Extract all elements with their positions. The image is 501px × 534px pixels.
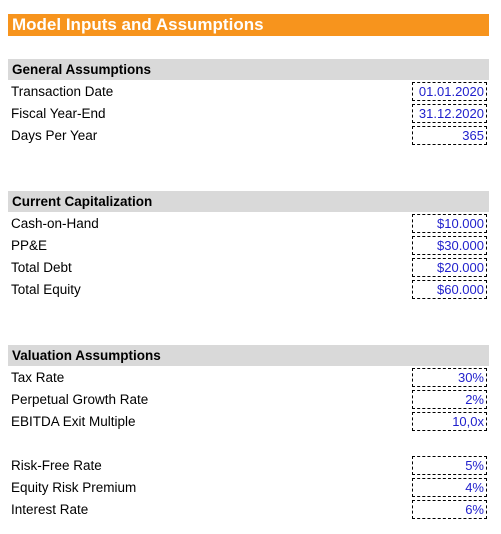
input-equity-risk-premium[interactable]: 4% <box>412 478 487 497</box>
label-cash-on-hand: Cash-on-Hand <box>11 216 99 231</box>
section-header-general-assumptions: General Assumptions <box>8 59 489 80</box>
label-perpetual-growth-rate: Perpetual Growth Rate <box>11 392 149 407</box>
input-risk-free-rate[interactable]: 5% <box>412 456 487 475</box>
section-header-valuation-assumptions: Valuation Assumptions <box>8 345 489 366</box>
input-interest-rate[interactable]: 6% <box>412 500 487 519</box>
input-total-debt[interactable]: $20.000 <box>412 258 487 277</box>
page-title: Model Inputs and Assumptions <box>8 14 489 36</box>
input-ppe[interactable]: $30.000 <box>412 236 487 255</box>
input-cash-on-hand[interactable]: $10.000 <box>412 214 487 233</box>
input-fiscal-year-end[interactable]: 31.12.2020 <box>412 104 487 123</box>
input-total-equity[interactable]: $60.000 <box>412 280 487 299</box>
input-perpetual-growth-rate[interactable]: 2% <box>412 390 487 409</box>
label-days-per-year: Days Per Year <box>11 128 98 143</box>
label-fiscal-year-end: Fiscal Year-End <box>11 106 106 121</box>
input-tax-rate[interactable]: 30% <box>412 368 487 387</box>
label-total-equity: Total Equity <box>11 282 81 297</box>
label-ppe: PP&E <box>11 238 48 253</box>
label-risk-free-rate: Risk-Free Rate <box>11 458 102 473</box>
label-ebitda-exit-multiple: EBITDA Exit Multiple <box>11 414 136 429</box>
label-tax-rate: Tax Rate <box>11 370 65 385</box>
label-equity-risk-premium: Equity Risk Premium <box>11 480 137 495</box>
input-days-per-year[interactable]: 365 <box>412 126 487 145</box>
label-total-debt: Total Debt <box>11 260 72 275</box>
input-ebitda-exit-multiple[interactable]: 10,0x <box>412 412 487 431</box>
input-transaction-date[interactable]: 01.01.2020 <box>412 82 487 101</box>
label-interest-rate: Interest Rate <box>11 502 89 517</box>
section-header-current-capitalization: Current Capitalization <box>8 191 489 212</box>
label-transaction-date: Transaction Date <box>11 84 114 99</box>
